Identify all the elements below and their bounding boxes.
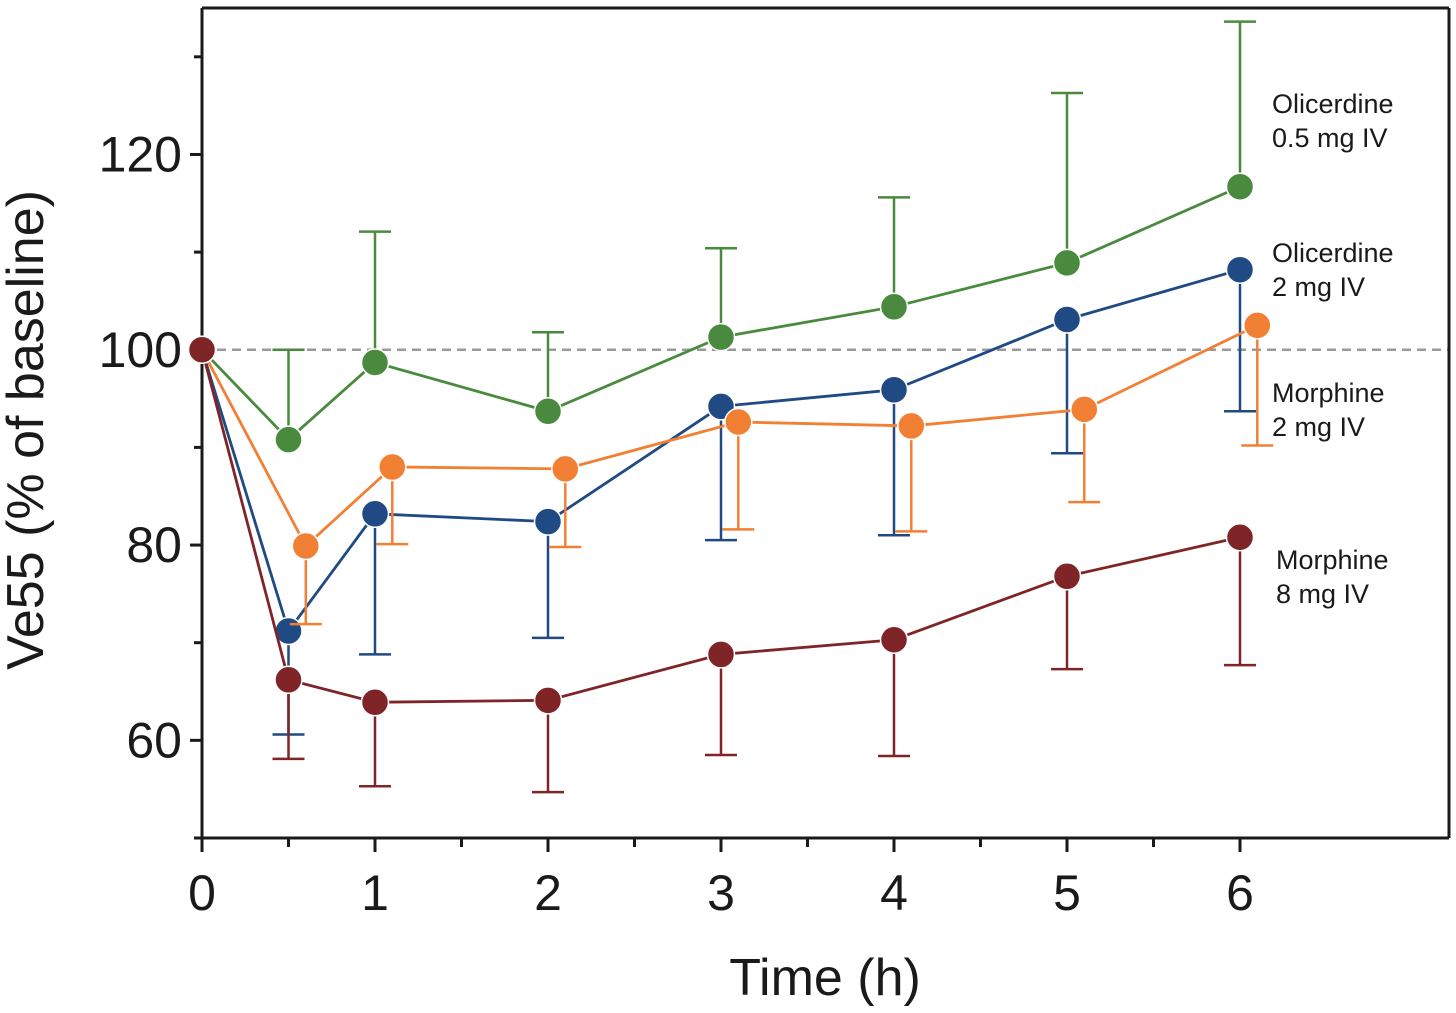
data-point: [879, 375, 909, 405]
y-tick-label: 60: [126, 712, 182, 768]
data-point: [378, 452, 407, 482]
data-point: [1225, 255, 1255, 284]
data-point: [1052, 305, 1082, 334]
series-labels: Olicerdine 0.5 mg IV Olicerdine 2 mg IV Morp…: [1272, 89, 1394, 609]
x-tick-label: 5: [1053, 865, 1081, 921]
data-point: [1052, 248, 1082, 278]
x-tick-label: 2: [534, 865, 562, 921]
x-tick-label: 6: [1226, 865, 1254, 921]
series-layer: [187, 20, 1274, 794]
series-label: Morphine: [1276, 545, 1389, 575]
series-line: [200, 324, 1258, 549]
data-point: [706, 640, 736, 669]
data-point: [533, 507, 563, 536]
data-point: [1243, 311, 1272, 340]
data-point: [1070, 395, 1099, 424]
series-3: [187, 311, 1274, 626]
series-label: 2 mg IV: [1272, 272, 1365, 302]
series-4: [187, 335, 1256, 794]
series-line: [200, 349, 1241, 704]
y-tick-label: 120: [99, 126, 182, 182]
x-tick-label: 3: [707, 865, 735, 921]
series-line: [200, 268, 1241, 635]
y-tick-label: 80: [126, 517, 182, 573]
data-point: [724, 407, 753, 437]
series-label: 8 mg IV: [1276, 579, 1369, 609]
data-point: [879, 292, 909, 322]
data-point: [1225, 172, 1255, 201]
data-point: [533, 686, 563, 715]
data-point: [1225, 522, 1255, 552]
data-point: [706, 322, 736, 352]
data-point: [533, 397, 563, 426]
axes: 60 80 100 120 0 1 2 3 4 5 6: [99, 6, 1451, 921]
x-axis-title: Time (h): [729, 949, 921, 1007]
y-tick-label: 100: [99, 322, 182, 378]
x-tick-label: 0: [188, 865, 216, 921]
series-label: Olicerdine: [1272, 238, 1394, 268]
y-axis-title: Ve55 (% of baseline): [0, 190, 55, 670]
data-point: [187, 335, 217, 365]
series-label: 0.5 mg IV: [1272, 123, 1388, 153]
data-point: [360, 499, 390, 529]
data-point: [274, 665, 303, 695]
series-1: [187, 20, 1256, 454]
series-label: Morphine: [1272, 378, 1385, 408]
series-label: Olicerdine: [1272, 89, 1394, 119]
x-tick-label: 1: [361, 865, 389, 921]
data-point: [1052, 562, 1082, 591]
data-point: [879, 625, 909, 655]
data-point: [360, 348, 390, 377]
data-point: [291, 531, 321, 561]
data-point: [551, 454, 580, 484]
data-point: [897, 411, 926, 441]
data-point: [274, 425, 303, 454]
series-label: 2 mg IV: [1272, 412, 1365, 442]
series-line: [200, 185, 1241, 442]
data-point: [360, 688, 390, 717]
x-tick-label: 4: [880, 865, 908, 921]
